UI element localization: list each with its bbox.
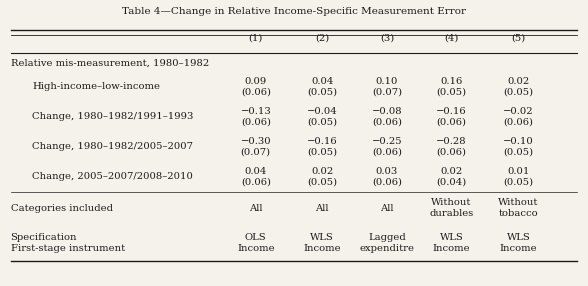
Text: Without
tobacco: Without tobacco: [499, 198, 539, 219]
Text: −0.08
(0.06): −0.08 (0.06): [372, 107, 402, 127]
Text: 0.02
(0.05): 0.02 (0.05): [307, 167, 338, 187]
Text: (3): (3): [380, 33, 394, 42]
Text: WLS
Income: WLS Income: [500, 233, 537, 253]
Text: 0.09
(0.06): 0.09 (0.06): [240, 77, 271, 97]
Text: 0.02
(0.04): 0.02 (0.04): [436, 167, 467, 187]
Text: 0.02
(0.05): 0.02 (0.05): [503, 77, 534, 97]
Text: Table 4—Change in Relative Income-Specific Measurement Error: Table 4—Change in Relative Income-Specif…: [122, 7, 466, 16]
Text: Specification
First-stage instrument: Specification First-stage instrument: [11, 233, 125, 253]
Text: All: All: [249, 204, 262, 213]
Text: −0.16
(0.06): −0.16 (0.06): [436, 107, 467, 127]
Text: Change, 1980–1982/2005–2007: Change, 1980–1982/2005–2007: [32, 142, 193, 151]
Text: (1): (1): [249, 33, 263, 42]
Text: −0.10
(0.05): −0.10 (0.05): [503, 137, 534, 157]
Text: 0.03
(0.06): 0.03 (0.06): [372, 167, 402, 187]
Text: Relative mis-measurement, 1980–1982: Relative mis-measurement, 1980–1982: [11, 58, 209, 67]
Text: 0.01
(0.05): 0.01 (0.05): [503, 167, 534, 187]
Text: Without
durables: Without durables: [429, 198, 474, 219]
Text: 0.04
(0.06): 0.04 (0.06): [240, 167, 271, 187]
Text: 0.04
(0.05): 0.04 (0.05): [307, 77, 338, 97]
Text: −0.04
(0.05): −0.04 (0.05): [307, 107, 338, 127]
Text: −0.25
(0.06): −0.25 (0.06): [372, 137, 402, 157]
Text: WLS
Income: WLS Income: [303, 233, 341, 253]
Text: −0.28
(0.06): −0.28 (0.06): [436, 137, 467, 157]
Text: −0.16
(0.05): −0.16 (0.05): [307, 137, 338, 157]
Text: (4): (4): [445, 33, 459, 42]
Text: (2): (2): [315, 33, 329, 42]
Text: Lagged
expenditre: Lagged expenditre: [359, 233, 415, 253]
Text: −0.30
(0.07): −0.30 (0.07): [240, 137, 271, 157]
Text: Categories included: Categories included: [11, 204, 112, 213]
Text: Change, 1980–1982/1991–1993: Change, 1980–1982/1991–1993: [32, 112, 193, 121]
Text: (5): (5): [512, 33, 526, 42]
Text: All: All: [380, 204, 393, 213]
Text: −0.13
(0.06): −0.13 (0.06): [240, 107, 271, 127]
Text: High-income–low-income: High-income–low-income: [32, 82, 161, 91]
Text: 0.10
(0.07): 0.10 (0.07): [372, 77, 402, 97]
Text: Change, 2005–2007/2008–2010: Change, 2005–2007/2008–2010: [32, 172, 193, 181]
Text: 0.16
(0.05): 0.16 (0.05): [436, 77, 467, 97]
Text: −0.02
(0.06): −0.02 (0.06): [503, 107, 534, 127]
Text: All: All: [316, 204, 329, 213]
Text: OLS
Income: OLS Income: [237, 233, 275, 253]
Text: WLS
Income: WLS Income: [433, 233, 470, 253]
